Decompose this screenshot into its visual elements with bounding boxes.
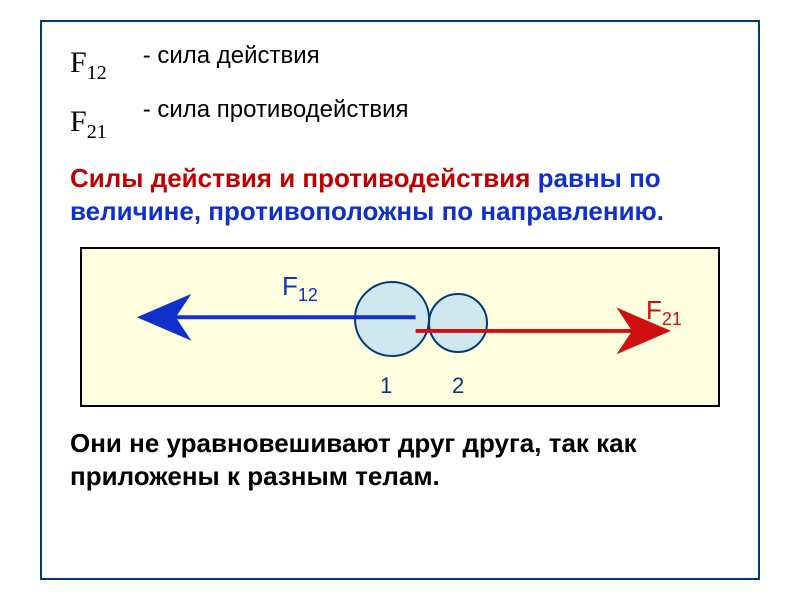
circle-num-2: 2	[452, 373, 464, 399]
force-arrows	[82, 249, 718, 405]
statement-1-part1: Силы действия и противодействия	[70, 163, 530, 193]
label-f12: F12	[282, 271, 318, 306]
slide-frame: F12 F21 - сила действия - сила противоде…	[40, 20, 760, 580]
symbol-f12-sub: 12	[87, 62, 107, 84]
label-f12-base: F	[282, 271, 298, 301]
symbol-f12: F12	[70, 46, 107, 85]
figure-box: F12 F21 1 2	[80, 247, 720, 407]
label-f21: F21	[646, 295, 682, 330]
statement-2: Они не уравновешивают друг друга, так ка…	[70, 427, 730, 492]
legend-block: F12 F21 - сила действия - сила противоде…	[70, 42, 730, 144]
circle-num-1: 1	[380, 373, 392, 399]
label-f21-base: F	[646, 295, 662, 325]
symbol-f21-sub: 21	[87, 121, 107, 143]
label-f12-sub: 12	[298, 285, 318, 305]
symbol-f21-base: F	[70, 105, 87, 138]
legend-text-2: - сила противодействия	[143, 96, 409, 124]
statement-1: Силы действия и противодействия равны по…	[70, 162, 730, 227]
legend-text-1: - сила действия	[143, 42, 409, 70]
label-f21-sub: 21	[662, 309, 682, 329]
symbol-f21: F21	[70, 105, 107, 144]
legend-texts: - сила действия - сила противодействия	[143, 42, 409, 124]
legend-symbols: F12 F21	[70, 42, 107, 144]
symbol-f12-base: F	[70, 46, 87, 79]
